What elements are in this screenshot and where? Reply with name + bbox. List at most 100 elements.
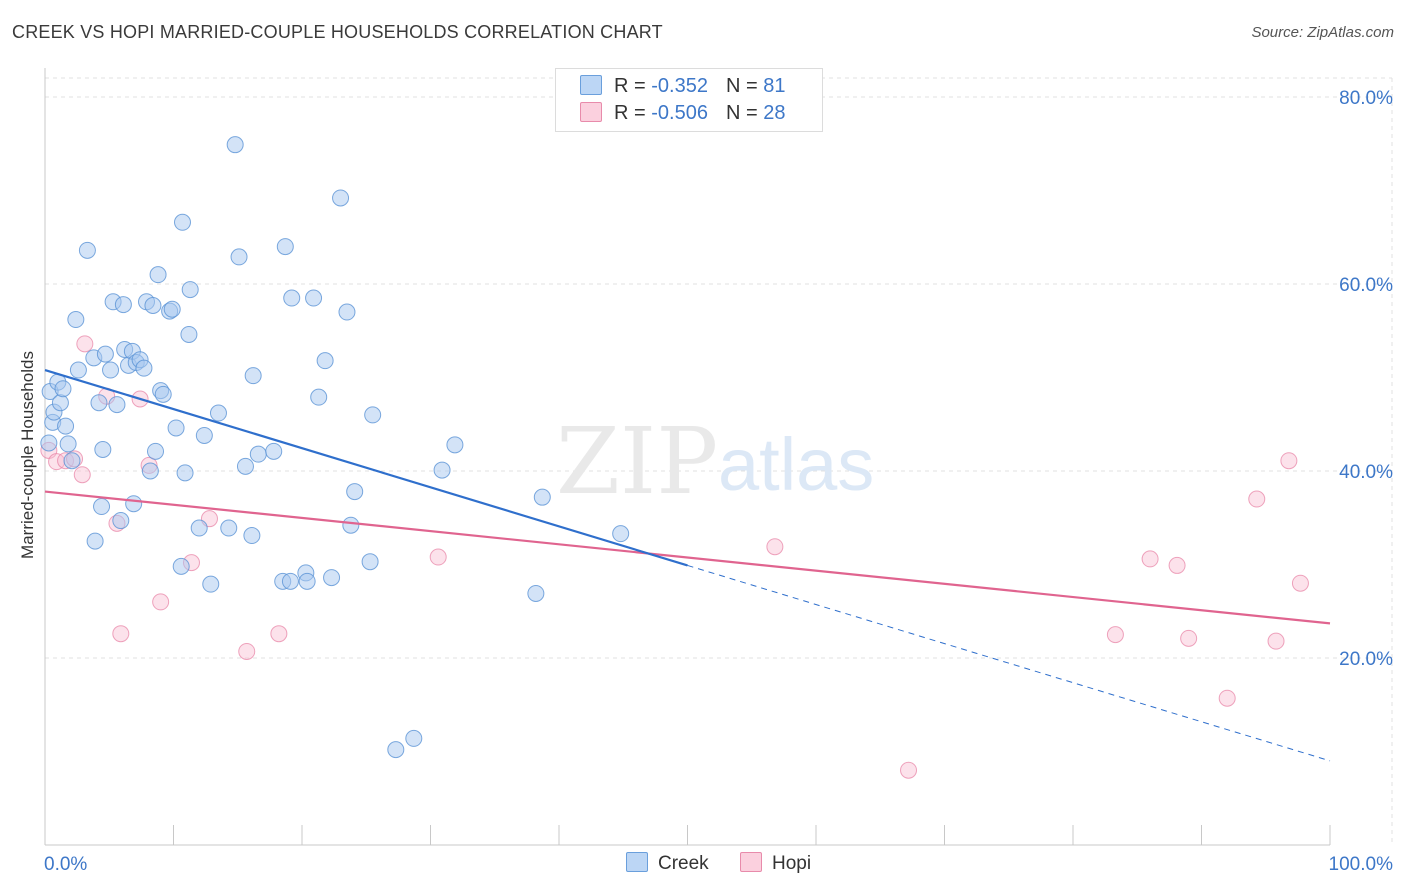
creek-point xyxy=(202,575,220,593)
creek-point xyxy=(220,519,238,537)
creek-point xyxy=(69,361,87,379)
creek-point xyxy=(243,527,261,545)
creek-point xyxy=(163,300,181,318)
hopi-point xyxy=(73,466,91,484)
creek-point xyxy=(172,557,190,575)
creek-point xyxy=(405,729,423,747)
creek-point xyxy=(180,325,198,343)
creek-point xyxy=(316,352,334,370)
trend-lines xyxy=(44,368,1331,762)
creek-point xyxy=(209,404,227,422)
creek-point xyxy=(114,296,132,314)
creek-trend-extrapolated xyxy=(687,564,1331,762)
legend-r-value-creek: -0.352 xyxy=(651,75,708,97)
hopi-trend-line xyxy=(44,490,1331,625)
creek-point xyxy=(533,488,551,506)
creek-point xyxy=(93,498,111,516)
axes xyxy=(44,68,1331,846)
hopi-point xyxy=(766,538,784,556)
creek-point xyxy=(338,303,356,321)
creek-point xyxy=(244,367,262,385)
hopi-point xyxy=(900,761,918,779)
creek-point xyxy=(96,345,114,363)
creek-point xyxy=(332,189,350,207)
creek-point xyxy=(283,289,301,307)
y-tick-label: 20.0% xyxy=(1339,649,1393,670)
hopi-point xyxy=(1106,626,1124,644)
creek-point xyxy=(94,440,112,458)
y-tick-label: 40.0% xyxy=(1339,462,1393,483)
legend-r-label: R = xyxy=(614,75,652,97)
creek-point xyxy=(57,417,75,435)
legend-row-hopi: R = -0.506 N = 28 xyxy=(580,102,785,125)
legend-row-creek: R = -0.352 N = 81 xyxy=(580,75,785,98)
creek-point xyxy=(40,434,58,452)
creek-point xyxy=(236,457,254,475)
hopi-point xyxy=(1267,632,1285,650)
creek-points xyxy=(40,136,630,759)
y-tick-label: 60.0% xyxy=(1339,275,1393,296)
watermark: ZIP atlas xyxy=(556,408,874,515)
creek-point xyxy=(147,442,165,460)
creek-point xyxy=(342,516,360,534)
x-tick-label-min: 0.0% xyxy=(44,854,87,875)
creek-swatch xyxy=(580,75,602,95)
creek-point xyxy=(176,464,194,482)
creek-point xyxy=(141,462,159,480)
creek-point xyxy=(135,359,153,377)
creek-trend-line xyxy=(44,368,688,567)
hopi-swatch xyxy=(580,102,602,122)
hopi-point xyxy=(1168,556,1186,574)
bottom-legend-hopi: Hopi xyxy=(740,852,811,875)
creek-point xyxy=(249,445,267,463)
y-tick-label: 80.0% xyxy=(1339,88,1393,109)
hopi-point xyxy=(152,593,170,611)
creek-point xyxy=(67,311,85,329)
creek-point xyxy=(167,419,185,437)
tick-labels: 20.0% 40.0% 60.0% 80.0% 0.0% 100.0% xyxy=(44,88,1393,875)
hopi-point xyxy=(1180,629,1198,647)
watermark-atlas: atlas xyxy=(718,423,874,506)
legend-r-label: R = xyxy=(614,102,652,124)
creek-point xyxy=(323,569,341,587)
creek-point xyxy=(361,553,379,571)
hopi-point xyxy=(270,625,288,643)
creek-point xyxy=(281,572,299,590)
creek-point xyxy=(125,495,143,513)
creek-point xyxy=(346,483,364,501)
legend-label-hopi: Hopi xyxy=(772,853,812,874)
creek-point xyxy=(527,584,545,602)
creek-point xyxy=(446,436,464,454)
creek-point xyxy=(305,289,323,307)
creek-point xyxy=(230,248,248,266)
legend-n-value-creek: 81 xyxy=(763,75,786,97)
creek-swatch xyxy=(626,852,648,872)
creek-point xyxy=(276,238,294,256)
hopi-point xyxy=(429,548,447,566)
hopi-swatch xyxy=(740,852,762,872)
creek-point xyxy=(181,281,199,299)
legend-r-value-hopi: -0.506 xyxy=(651,102,708,124)
creek-point xyxy=(144,297,162,315)
source-label: Source: ZipAtlas.com xyxy=(1251,24,1394,41)
creek-point xyxy=(63,452,81,470)
bottom-legend-creek: Creek xyxy=(626,852,709,875)
hopi-point xyxy=(1218,689,1236,707)
creek-point xyxy=(226,136,244,154)
legend-n-value-hopi: 28 xyxy=(763,102,786,124)
creek-point xyxy=(310,388,328,406)
y-axis-label: Married-couple Households xyxy=(18,351,37,559)
creek-point xyxy=(364,406,382,424)
creek-point xyxy=(108,396,126,414)
creek-point xyxy=(154,385,172,403)
creek-point xyxy=(612,525,630,543)
creek-point xyxy=(102,361,120,379)
creek-point xyxy=(59,435,77,453)
x-tick-label-max: 100.0% xyxy=(1329,854,1394,875)
creek-point xyxy=(86,532,104,550)
creek-point xyxy=(54,380,72,398)
hopi-point xyxy=(112,625,130,643)
creek-point xyxy=(112,512,130,530)
creek-point xyxy=(173,213,191,231)
